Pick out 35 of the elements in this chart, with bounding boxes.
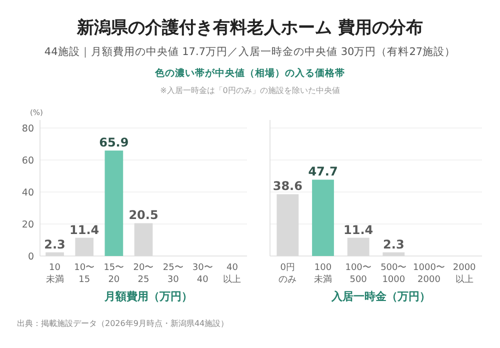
y-tick-label: 60 bbox=[22, 156, 34, 166]
x-tick-label: 20〜25 bbox=[133, 263, 154, 285]
x-tick-label: 40以上 bbox=[223, 263, 242, 285]
x-tick-label: 1000〜2000 bbox=[413, 263, 445, 285]
text: 色の濃い帯が中央値（相場）の入る価格帯 bbox=[154, 67, 345, 79]
source-note: 出典：掲載施設データ（2026年9月時点・新潟県44施設） bbox=[17, 319, 229, 328]
y-tick-label: 40 bbox=[22, 188, 34, 198]
x-tick-label: 100未満 bbox=[314, 263, 332, 285]
data-label: 47.7 bbox=[308, 164, 338, 179]
x-tick-label: 500〜1000 bbox=[380, 263, 407, 285]
x-tick-label: 0円のみ bbox=[278, 263, 297, 285]
x-tick-label: 10未満 bbox=[46, 263, 64, 285]
y-tick-label: 80 bbox=[22, 124, 34, 134]
x-axis-title: 月額費用（万円） bbox=[104, 290, 192, 303]
x-tick-label: 15〜20 bbox=[104, 263, 124, 285]
data-label: 38.6 bbox=[272, 179, 302, 194]
x-tick-label: 10〜15 bbox=[74, 263, 95, 285]
x-tick-label: 100〜500 bbox=[345, 263, 372, 285]
data-label: 2.3 bbox=[383, 237, 404, 252]
y-tick-label: 0 bbox=[28, 252, 34, 262]
data-label: 2.3 bbox=[44, 237, 66, 252]
y-tick-label: 20 bbox=[22, 220, 34, 230]
bar bbox=[104, 150, 124, 256]
chart-title: 新潟県の介護付き有料老人ホーム 費用の分布 bbox=[76, 18, 423, 38]
data-label: 20.5 bbox=[128, 208, 158, 222]
data-label: 65.9 bbox=[99, 136, 129, 150]
data-label: 11.4 bbox=[344, 222, 374, 237]
x-tick-label: 30〜40 bbox=[192, 263, 213, 285]
x-axis-title: 入居一時金（万円） bbox=[330, 290, 430, 303]
bar bbox=[312, 180, 334, 256]
chart-subtitle: 44施設｜月額費用の中央値 17.7万円／入居一時金の中央値 30万円（有料27施設） bbox=[44, 45, 456, 58]
x-tick-label: 25〜30 bbox=[162, 263, 184, 285]
text: ※入居一時金は「0円のみ」の施設を除いた中央値 bbox=[160, 86, 340, 95]
x-tick-label: 2000以上 bbox=[452, 263, 476, 285]
data-label: 11.4 bbox=[70, 222, 100, 237]
